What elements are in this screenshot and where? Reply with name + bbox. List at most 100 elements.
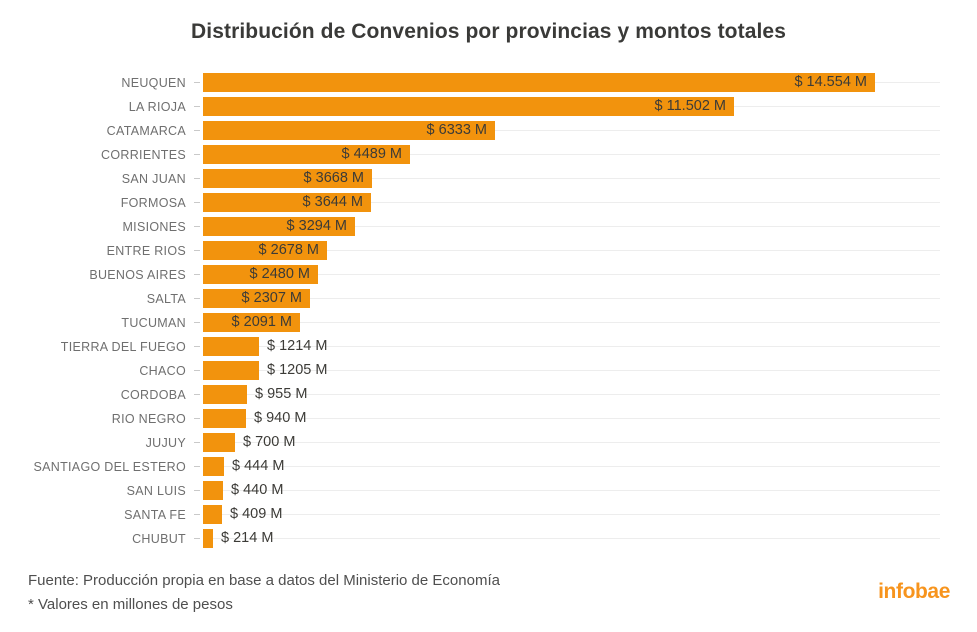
chart-title: Distribución de Convenios por provincias… xyxy=(191,20,786,43)
bar xyxy=(203,265,318,284)
axis-tick xyxy=(194,514,200,515)
value-label: $ 409 M xyxy=(230,506,283,522)
axis-tick xyxy=(194,82,200,83)
bar xyxy=(203,217,355,236)
bar xyxy=(203,529,213,548)
bar xyxy=(203,121,495,140)
axis-tick xyxy=(194,298,200,299)
axis-tick xyxy=(194,490,200,491)
infobae-logo: infobae xyxy=(878,580,950,603)
bar-row: RIO NEGRO $ 940 M xyxy=(0,407,977,431)
value-label: $ 1214 M xyxy=(267,338,328,354)
bar xyxy=(203,481,223,500)
bar-row: TIERRA DEL FUEGO $ 1214 M xyxy=(0,335,977,359)
gridline xyxy=(203,514,940,515)
value-label: $ 3644 M xyxy=(302,194,363,210)
value-label: $ 2307 M xyxy=(241,290,302,306)
axis-tick xyxy=(194,394,200,395)
value-label: $ 14.554 M xyxy=(794,74,867,90)
bar-row: CHACO $ 1205 M xyxy=(0,359,977,383)
gridline xyxy=(203,202,940,203)
axis-tick xyxy=(194,538,200,539)
value-label: $ 2480 M xyxy=(249,266,310,282)
axis-tick xyxy=(194,418,200,419)
bar-row: CORRIENTES $ 4489 M xyxy=(0,143,977,167)
value-label: $ 444 M xyxy=(232,458,285,474)
axis-tick xyxy=(194,178,200,179)
value-label: $ 4489 M xyxy=(341,146,402,162)
axis-tick xyxy=(194,370,200,371)
bar xyxy=(203,409,246,428)
gridline xyxy=(203,370,940,371)
bar xyxy=(203,97,734,116)
axis-tick xyxy=(194,442,200,443)
bar-row: SANTA FE $ 409 M xyxy=(0,503,977,527)
category-label: TIERRA DEL FUEGO xyxy=(60,340,186,354)
bar-row: MISIONES $ 3294 M xyxy=(0,215,977,239)
gridline xyxy=(203,226,940,227)
bar-row: LA RIOJA $ 11.502 M xyxy=(0,95,977,119)
bar-row: SAN JUAN $ 3668 M xyxy=(0,167,977,191)
axis-tick xyxy=(194,130,200,131)
category-label: RIO NEGRO xyxy=(111,412,186,426)
axis-tick xyxy=(194,346,200,347)
category-label: NEUQUEN xyxy=(121,76,186,90)
value-label: $ 3668 M xyxy=(303,170,364,186)
category-label: LA RIOJA xyxy=(128,100,186,114)
bar xyxy=(203,289,310,308)
bar-row: CHUBUT $ 214 M xyxy=(0,527,977,551)
bar xyxy=(203,337,259,356)
bar-row: CATAMARCA $ 6333 M xyxy=(0,119,977,143)
axis-tick xyxy=(194,106,200,107)
value-label: $ 955 M xyxy=(255,386,308,402)
category-label: SAN LUIS xyxy=(126,484,186,498)
axis-tick xyxy=(194,274,200,275)
gridline xyxy=(203,274,940,275)
gridline xyxy=(203,154,940,155)
gridline xyxy=(203,250,940,251)
value-label: $ 940 M xyxy=(254,410,307,426)
value-label: $ 6333 M xyxy=(426,122,487,138)
axis-tick xyxy=(194,250,200,251)
value-label: $ 214 M xyxy=(221,530,274,546)
gridline xyxy=(203,442,940,443)
category-label: TUCUMAN xyxy=(121,316,186,330)
category-label: CHUBUT xyxy=(132,532,186,546)
value-label: $ 2678 M xyxy=(258,242,319,258)
category-label: SAN JUAN xyxy=(121,172,186,186)
bar-row: ENTRE RIOS $ 2678 M xyxy=(0,239,977,263)
value-label: $ 440 M xyxy=(231,482,284,498)
category-label: ENTRE RIOS xyxy=(106,244,186,258)
bar-row: NEUQUEN $ 14.554 M xyxy=(0,71,977,95)
bar xyxy=(203,169,372,188)
axis-tick xyxy=(194,322,200,323)
gridline xyxy=(203,466,940,467)
category-label: SALTA xyxy=(146,292,186,306)
category-label: FORMOSA xyxy=(120,196,186,210)
bar xyxy=(203,361,259,380)
category-label: CORDOBA xyxy=(120,388,186,402)
gridline xyxy=(203,178,940,179)
bar xyxy=(203,241,327,260)
bar-row: SAN LUIS $ 440 M xyxy=(0,479,977,503)
category-label: MISIONES xyxy=(122,220,186,234)
gridline xyxy=(203,418,940,419)
category-label: CORRIENTES xyxy=(101,148,186,162)
axis-tick xyxy=(194,466,200,467)
value-label: $ 1205 M xyxy=(267,362,328,378)
category-label: JUJUY xyxy=(145,436,186,450)
bar xyxy=(203,73,875,92)
gridline xyxy=(203,538,940,539)
bar xyxy=(203,385,247,404)
axis-tick xyxy=(194,154,200,155)
bar-row: BUENOS AIRES $ 2480 M xyxy=(0,263,977,287)
value-label: $ 700 M xyxy=(243,434,296,450)
gridline xyxy=(203,394,940,395)
values-note: * Valores en millones de pesos xyxy=(28,596,233,613)
category-label: BUENOS AIRES xyxy=(89,268,186,282)
bar-row: JUJUY $ 700 M xyxy=(0,431,977,455)
bar xyxy=(203,145,410,164)
bar-row: CORDOBA $ 955 M xyxy=(0,383,977,407)
gridline xyxy=(203,130,940,131)
